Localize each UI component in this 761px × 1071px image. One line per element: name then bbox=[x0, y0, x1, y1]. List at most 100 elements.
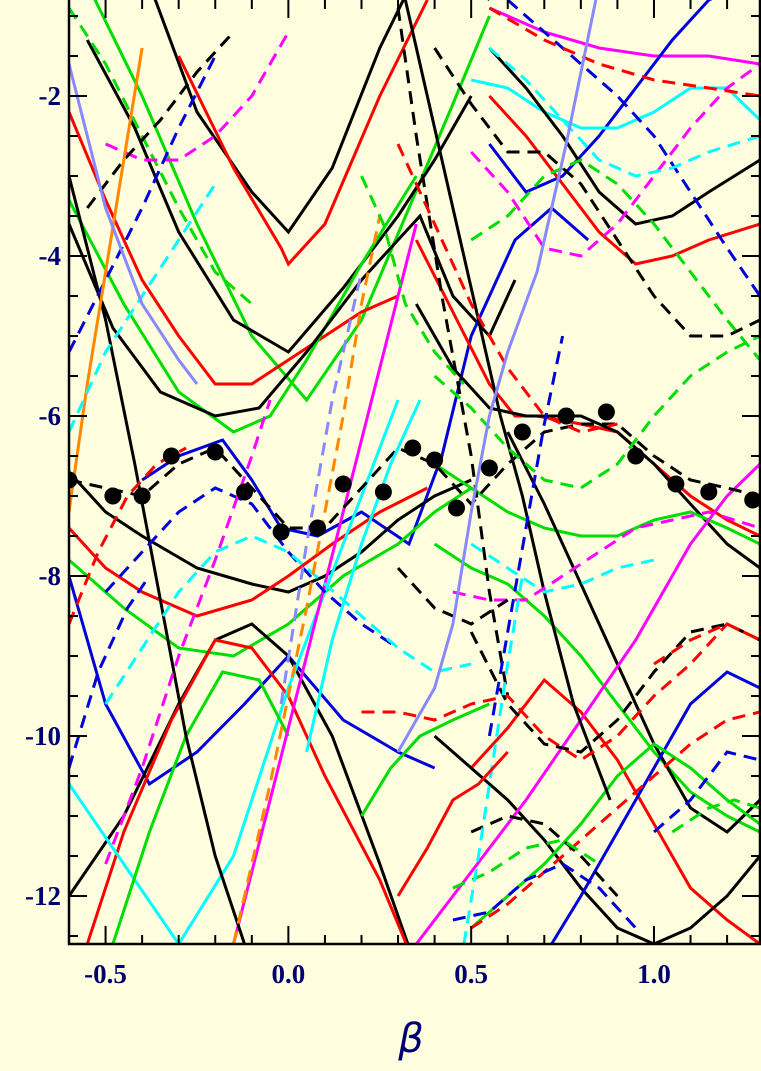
series-line-25 bbox=[550, 670, 760, 944]
series-line-62 bbox=[69, 55, 217, 353]
marker-point bbox=[426, 451, 444, 469]
marker-point bbox=[334, 475, 352, 493]
series-line-64 bbox=[232, 215, 382, 944]
series-line-59 bbox=[653, 622, 760, 666]
x-tick-label: 0.5 bbox=[454, 959, 488, 989]
series-line-55 bbox=[452, 862, 637, 930]
series-line-43 bbox=[506, 0, 760, 297]
series-line-51 bbox=[487, 335, 565, 737]
series-line-30 bbox=[488, 46, 760, 226]
marker-point bbox=[104, 487, 122, 505]
x-axis-label: β bbox=[397, 1016, 424, 1062]
marker-point bbox=[206, 443, 224, 461]
series-line-36 bbox=[104, 486, 399, 650]
series-line-8 bbox=[69, 470, 472, 594]
series-line-5 bbox=[69, 175, 418, 434]
marker-point bbox=[513, 423, 531, 441]
y-tick-label: -2 bbox=[39, 81, 62, 111]
y-tick-label: -6 bbox=[39, 401, 62, 431]
series-line-53 bbox=[470, 814, 619, 898]
series-line-57 bbox=[653, 750, 760, 834]
marker-point bbox=[404, 439, 422, 457]
axes bbox=[67, 0, 761, 946]
marker-point bbox=[597, 403, 615, 421]
series-line-1 bbox=[177, 0, 429, 267]
series-line-10 bbox=[69, 486, 473, 658]
marker-point bbox=[162, 447, 180, 465]
series-line-6 bbox=[69, 213, 517, 418]
series-line-32 bbox=[69, 175, 246, 944]
series-line-12 bbox=[69, 622, 410, 944]
marker-point bbox=[557, 407, 575, 425]
marker-point bbox=[480, 459, 498, 477]
series-line-7 bbox=[141, 206, 590, 547]
series-line-37 bbox=[104, 534, 472, 705]
series-line-73 bbox=[360, 702, 491, 817]
series-line-48 bbox=[470, 542, 655, 594]
series-line-67 bbox=[69, 183, 217, 433]
series-line-54 bbox=[452, 838, 600, 890]
y-tick-label: -4 bbox=[39, 241, 62, 271]
marker-point bbox=[309, 519, 327, 537]
series-line-24 bbox=[415, 462, 760, 944]
series-line-18 bbox=[414, 303, 760, 570]
series-line-26 bbox=[470, 742, 760, 930]
series-line-65 bbox=[69, 47, 144, 513]
series-line-35 bbox=[69, 422, 760, 530]
series-line-28 bbox=[488, 0, 713, 194]
tick-labels: -0.5 0.0 0.5 1.0 -2 -4 -6 -8 -10 -12 bbox=[25, 81, 671, 989]
series-line-63 bbox=[86, 30, 235, 209]
plot-area bbox=[69, 0, 760, 944]
series-line-27 bbox=[488, 6, 760, 66]
series-line-47 bbox=[488, 6, 760, 98]
x-tick-label: -0.5 bbox=[84, 959, 127, 989]
marker-point bbox=[69, 471, 78, 489]
marker-point bbox=[667, 475, 685, 493]
series-line-75 bbox=[69, 575, 151, 769]
marker-point bbox=[272, 523, 290, 541]
marker-point bbox=[448, 499, 465, 517]
series-line-13 bbox=[85, 638, 408, 944]
y-tick-label: -12 bbox=[25, 881, 61, 911]
series-line-34 bbox=[396, 7, 510, 697]
marker-point bbox=[744, 491, 760, 509]
series-line-45 bbox=[396, 143, 618, 434]
x-tick-label: 0.0 bbox=[271, 959, 305, 989]
series-line-74 bbox=[396, 750, 509, 897]
marker-point bbox=[700, 483, 718, 501]
series-line-41 bbox=[470, 158, 760, 361]
series-line-4 bbox=[69, 111, 399, 386]
marker-point bbox=[133, 487, 151, 505]
series-line-9 bbox=[69, 486, 428, 618]
series-line-14 bbox=[69, 399, 400, 944]
series-line-39 bbox=[469, 622, 760, 754]
series-line-68 bbox=[69, 63, 199, 385]
series-line-58 bbox=[671, 798, 760, 834]
series-line-11 bbox=[69, 575, 436, 787]
marker-point bbox=[627, 447, 645, 465]
series-line-38 bbox=[361, 622, 760, 762]
y-tick-label: -10 bbox=[25, 721, 61, 751]
series-line-70 bbox=[279, 271, 363, 705]
series-line-20 bbox=[433, 542, 760, 834]
series-line-49 bbox=[452, 510, 760, 602]
series-line-46 bbox=[488, 46, 760, 178]
series-line-15 bbox=[111, 670, 290, 944]
marker-point bbox=[236, 483, 253, 501]
series-line-52 bbox=[470, 710, 760, 930]
series-line-66 bbox=[104, 399, 272, 865]
marker-layer bbox=[69, 403, 760, 541]
series-line-71 bbox=[305, 399, 422, 753]
y-tick-label: -8 bbox=[39, 561, 62, 591]
series-line-23 bbox=[433, 734, 760, 944]
series-line-69 bbox=[396, 0, 598, 753]
series-line-31 bbox=[488, 94, 760, 266]
series-line-0 bbox=[153, 0, 490, 235]
series-line-42 bbox=[470, 62, 760, 258]
series-line-22 bbox=[470, 677, 760, 944]
series-line-40 bbox=[433, 334, 760, 490]
marker-point bbox=[374, 483, 392, 501]
x-tick-label: 1.0 bbox=[637, 959, 671, 989]
series-line-61 bbox=[104, 31, 290, 162]
